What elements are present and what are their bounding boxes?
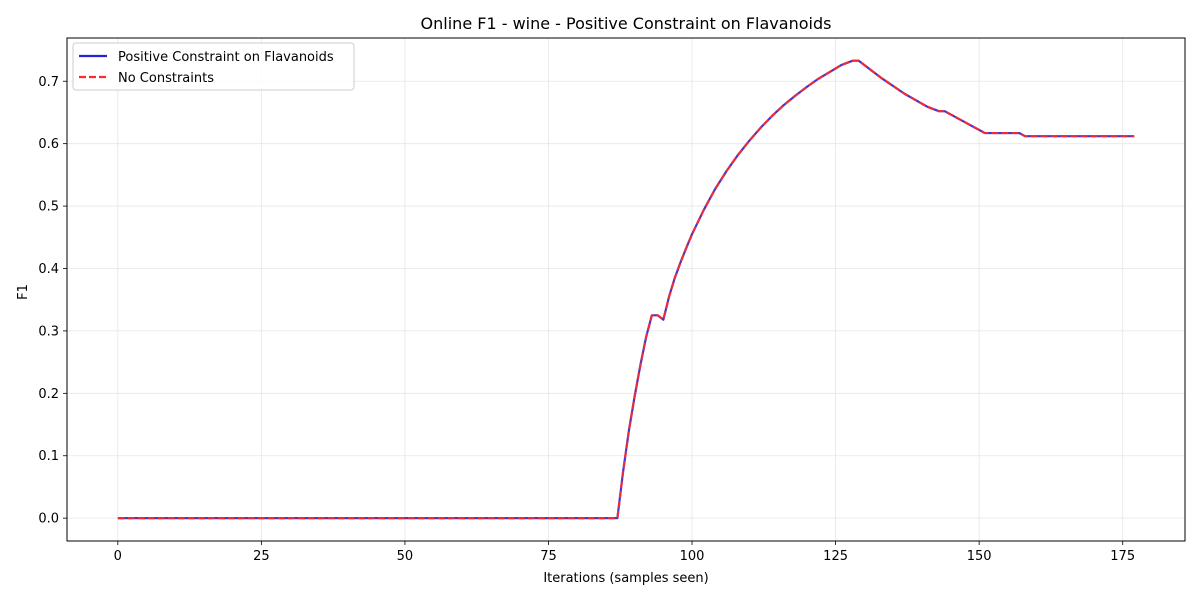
x-tick-label: 100 — [680, 549, 705, 564]
x-axis-label: Iterations (samples seen) — [543, 571, 708, 586]
series-line-2 — [117, 59, 1135, 520]
y-tick-label: 0.1 — [38, 449, 59, 464]
y-tick-label: 0.7 — [38, 75, 59, 90]
y-tick-label: 0.4 — [38, 262, 59, 277]
x-tick-label: 50 — [397, 549, 414, 564]
x-tick-label: 125 — [823, 549, 848, 564]
y-tick-label: 0.6 — [38, 137, 59, 152]
legend-label-2: No Constraints — [118, 71, 214, 86]
x-tick-label: 150 — [967, 549, 992, 564]
x-tick-label: 75 — [540, 549, 557, 564]
y-tick-label: 0.3 — [38, 324, 59, 339]
y-axis-label: F1 — [16, 284, 31, 300]
legend: Positive Constraint on Flavanoids No Cons… — [72, 42, 355, 91]
legend-box — [72, 42, 355, 91]
y-tick-label: 0.2 — [38, 387, 59, 402]
x-tick-label: 175 — [1110, 549, 1135, 564]
plot-frame — [66, 37, 1186, 542]
y-tick-label: 0.0 — [38, 512, 59, 527]
series-layer — [117, 59, 1135, 520]
legend-label-1: Positive Constraint on Flavanoids — [118, 50, 334, 65]
axis-ticks: 0 25 50 75 100 125 150 175 0.0 0.1 0.2 0.3 0.4 0.5 0.6… — [38, 75, 1135, 564]
x-tick-label: 25 — [253, 549, 270, 564]
x-tick-label: 0 — [114, 549, 122, 564]
y-tick-label: 0.5 — [38, 200, 59, 215]
chart-title: Online F1 - wine - Positive Constraint o… — [421, 14, 832, 33]
